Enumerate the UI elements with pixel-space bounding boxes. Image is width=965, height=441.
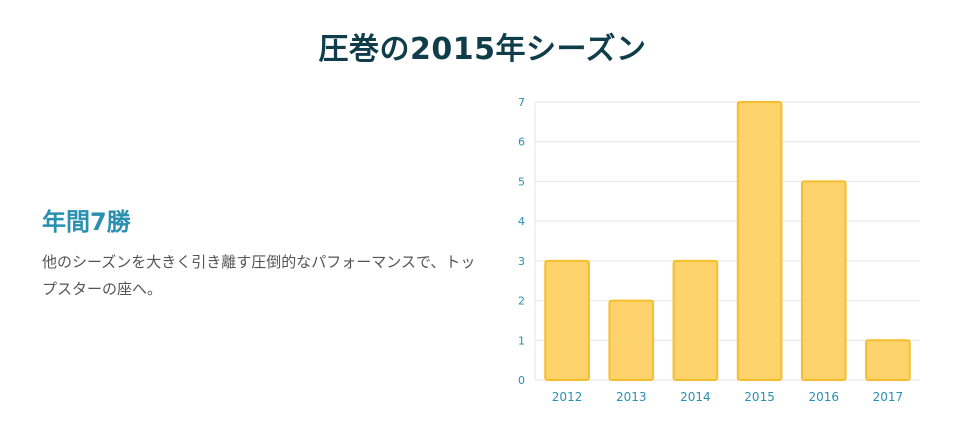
bar-2013: [608, 299, 655, 381]
x-tick-label: 2016: [808, 390, 839, 404]
x-tick-label: 2015: [744, 390, 775, 404]
stat-heading: 年間7勝: [42, 208, 131, 236]
y-tick-label: 6: [518, 136, 525, 149]
y-tick-label: 3: [518, 255, 525, 268]
stat-description: 他のシーズンを大きく引き離す圧倒的なパフォーマンスで、トップスターの座へ。: [42, 253, 476, 298]
x-tick-label: 2013: [616, 390, 647, 404]
page-title: 圧巻の2015年シーズン: [318, 32, 647, 67]
y-tick-label: 1: [518, 334, 525, 347]
y-tick-label: 0: [518, 374, 525, 387]
bar-chart-svg: 0 1 2 3 4 5 6 7 2012 2013 2014 2015 2016 2017: [518, 96, 920, 404]
bar-2014: [672, 259, 719, 382]
y-tick-label: 2: [518, 295, 525, 308]
y-tick-label: 5: [518, 175, 525, 188]
x-tick-label: 2014: [680, 390, 711, 404]
bar-2017: [865, 339, 911, 382]
x-tick-label: 2017: [873, 390, 904, 404]
bar-2012: [544, 259, 590, 382]
bar-2015: [736, 101, 783, 381]
bar-2016: [800, 180, 847, 381]
bar-chart: 0 1 2 3 4 5 6 7 2012 2013 2014 2015 2016 2017: [505, 90, 925, 410]
x-tick-label: 2012: [552, 390, 583, 404]
y-tick-label: 7: [518, 96, 525, 109]
y-tick-label: 4: [518, 215, 525, 228]
